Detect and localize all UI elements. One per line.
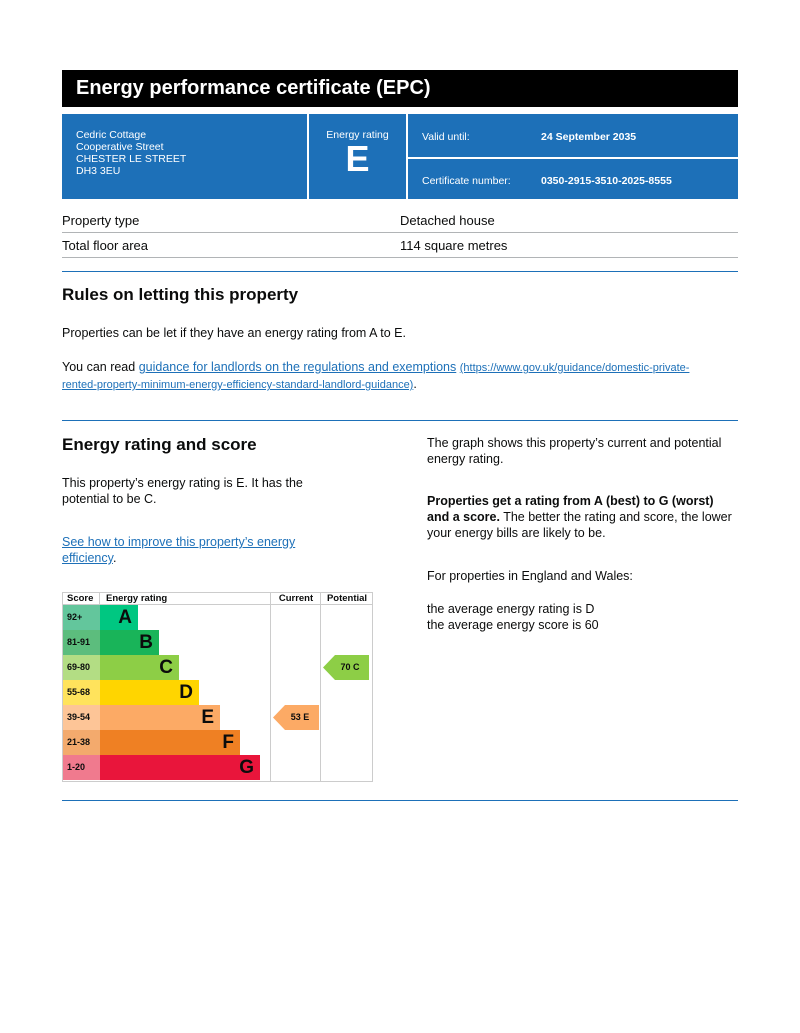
detail-key: Total floor area xyxy=(62,237,148,253)
graph-explanation: The graph shows this property’s current … xyxy=(427,436,722,466)
rating-bar-C: C xyxy=(100,655,179,680)
score-band-B: 81-91 xyxy=(63,630,100,655)
rating-bar-A: A xyxy=(100,605,138,630)
header-energy-rating: Energy rating xyxy=(100,593,271,605)
address-line: Cooperative Street xyxy=(76,141,164,153)
divider xyxy=(62,420,738,421)
rules-heading: Rules on letting this property xyxy=(62,285,299,304)
rating-bar-D: D xyxy=(100,680,199,705)
score-band-G: 1-20 xyxy=(63,755,100,780)
average-score: the average energy score is 60 xyxy=(427,618,599,632)
valid-value: 24 September 2035 xyxy=(541,131,637,143)
england-wales-text: For properties in England and Wales: xyxy=(427,569,633,583)
rating-bar-F: F xyxy=(100,730,240,755)
page-title: Energy performance certificate (EPC) xyxy=(62,70,738,107)
guidance-link[interactable]: guidance for landlords on the regulation… xyxy=(138,360,457,374)
score-heading: Energy rating and score xyxy=(62,435,257,454)
detail-key: Property type xyxy=(62,212,140,228)
text: . xyxy=(413,377,417,391)
header-score: Score xyxy=(63,593,100,605)
improve-paragraph: See how to improve this property’s energ… xyxy=(62,534,332,566)
rating-bar-E: E xyxy=(100,705,220,730)
detail-row: Total floor area 114 square metres xyxy=(62,233,738,258)
divider xyxy=(62,800,738,801)
detail-value: 114 square metres xyxy=(400,237,508,253)
text: The better the rating and score, the low… xyxy=(427,510,732,540)
score-band-E: 39-54 xyxy=(63,705,100,730)
text: You can read xyxy=(62,360,139,374)
energy-rating-value: E xyxy=(345,138,370,179)
average-rating: the average energy rating is D xyxy=(427,602,595,616)
energy-rating-label: Energy rating xyxy=(326,129,389,141)
rating-bar-B: B xyxy=(100,630,159,655)
rules-text: Properties can be let if they have an en… xyxy=(62,326,406,340)
text: . xyxy=(112,551,117,565)
address: Cedric Cottage Cooperative Street CHESTE… xyxy=(62,114,307,199)
address-line: CHESTER LE STREET xyxy=(76,153,187,165)
score-band-D: 55-68 xyxy=(63,680,100,705)
detail-value: Detached house xyxy=(400,212,495,228)
column-divider xyxy=(270,593,271,781)
address-line: DH3 3EU xyxy=(76,165,121,177)
potential-rating-arrow: 70 C xyxy=(323,655,369,680)
valid-label: Valid until: xyxy=(422,131,470,143)
bold-text: Properties get a rating from A (best) to… xyxy=(427,494,714,524)
divider xyxy=(62,271,738,272)
rating-explanation: Properties get a rating from A (best) to… xyxy=(427,493,737,541)
score-band-C: 69-80 xyxy=(63,655,100,680)
score-band-F: 21-38 xyxy=(63,730,100,755)
energy-rating-box: Energy rating E xyxy=(309,114,406,199)
score-text: This property’s energy rating is E. It h… xyxy=(62,476,303,506)
column-divider xyxy=(320,593,321,781)
certificate-number: Certificate number: 0350-2915-3510-2025-8… xyxy=(408,159,738,199)
address-line: Cedric Cottage xyxy=(76,129,147,141)
header-potential: Potential xyxy=(321,593,373,605)
rules-guidance: You can read guidance for landlords on t… xyxy=(62,359,722,393)
current-rating-arrow: 53 E xyxy=(273,705,319,730)
improve-link[interactable]: See how to improve this property’s energ… xyxy=(62,535,296,565)
cert-label: Certificate number: xyxy=(422,175,511,187)
score-band-A: 92+ xyxy=(63,605,100,630)
energy-rating-chart: Score Energy rating Current Potential 92… xyxy=(62,592,373,782)
header-current: Current xyxy=(271,593,321,605)
valid-until: Valid until: 24 September 2035 xyxy=(408,114,738,157)
cert-value: 0350-2915-3510-2025-8555 xyxy=(541,175,672,187)
rating-bar-G: G xyxy=(100,755,260,780)
guidance-url-link[interactable]: (https://www.gov.uk/guidance/domestic-pr… xyxy=(62,362,690,391)
detail-row: Property type Detached house xyxy=(62,208,738,233)
